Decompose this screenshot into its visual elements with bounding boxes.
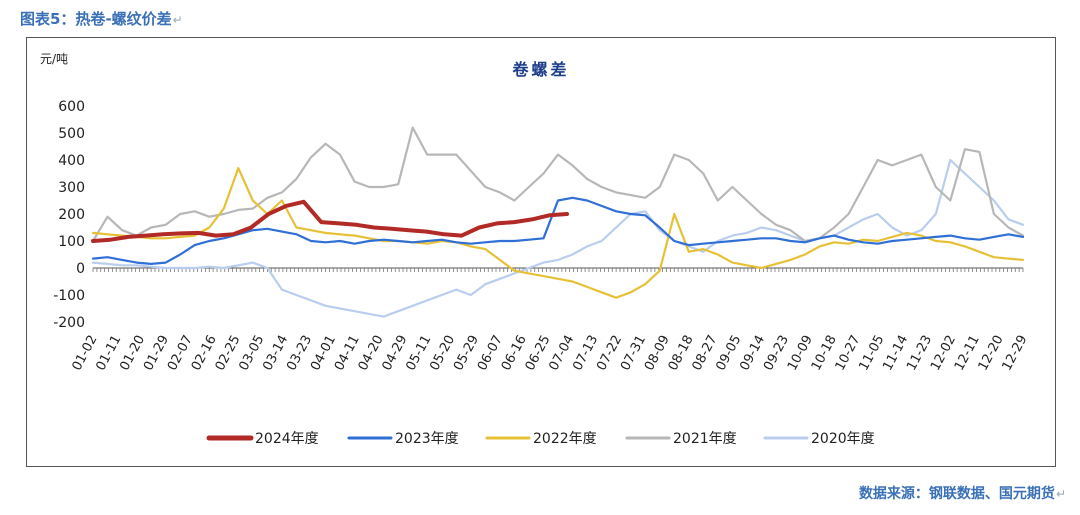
- y-tick-label: 100: [58, 234, 85, 250]
- y-tick-label: -100: [53, 288, 85, 304]
- y-tick-label: 600: [58, 99, 85, 115]
- return-mark-source: ↵: [1055, 487, 1066, 501]
- chart-container: 卷螺差 元/吨 -200 -100 0 100 200 300 400 500 600 01-02…: [26, 37, 1056, 467]
- y-tick-label: -200: [53, 315, 85, 331]
- legend-label: 2023年度: [395, 431, 459, 447]
- y-tick-label: 300: [58, 180, 85, 196]
- series-lines-group: [91, 126, 1025, 318]
- y-tick-label: 200: [58, 207, 85, 223]
- legend-label: 2022年度: [533, 431, 597, 447]
- chart-svg: 卷螺差 元/吨 -200-100010020030040050060001-02…: [40, 52, 1031, 447]
- y-unit-label: 元/吨: [40, 52, 68, 66]
- legend-label: 2021年度: [673, 431, 737, 447]
- series-line: [91, 126, 1025, 243]
- legend-label: 2024年度: [255, 431, 319, 447]
- series-line: [91, 158, 1025, 318]
- chart-title: 卷螺差: [511, 60, 569, 79]
- legend-label: 2020年度: [811, 431, 875, 447]
- legend: 2024年度 2023年度 2022年度 2021年度 2020年度: [206, 431, 875, 447]
- y-tick-label: 0: [76, 261, 85, 277]
- figure-title: 图表5：热卷-螺纹价差↵: [20, 10, 183, 28]
- axes-group: -200-100010020030040050060001-0201-1101-…: [53, 99, 1030, 373]
- source-note: 数据来源：钢联数据、国元期货↵: [858, 486, 1066, 502]
- y-tick-label: 400: [58, 153, 85, 169]
- series-line: [91, 196, 1025, 265]
- series-line: [91, 199, 569, 243]
- return-mark: ↵: [172, 13, 183, 27]
- series-line: [91, 167, 1025, 299]
- y-tick-label: 500: [58, 126, 85, 142]
